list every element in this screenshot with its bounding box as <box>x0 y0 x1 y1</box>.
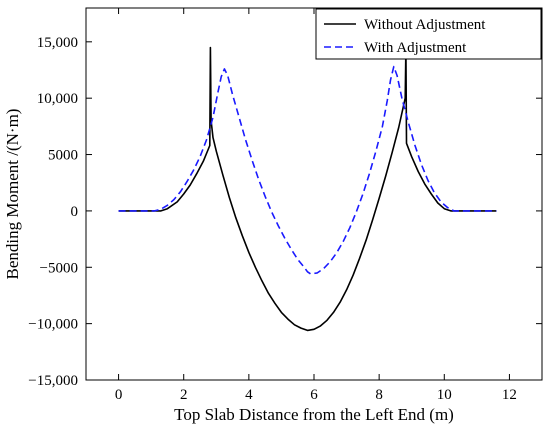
x-tick-label: 10 <box>437 387 452 403</box>
legend-label-without-adjustment: Without Adjustment <box>364 17 486 33</box>
y-tick-label: −5000 <box>40 260 78 276</box>
x-axis-title: Top Slab Distance from the Left End (m) <box>174 405 454 424</box>
y-tick-label: 0 <box>71 204 79 220</box>
y-tick-label: 5000 <box>48 148 78 164</box>
x-tick-label: 6 <box>310 387 318 403</box>
x-tick-label: 4 <box>245 387 253 403</box>
series-line-without-adjustment <box>118 46 497 332</box>
y-axis-ticks: −15,000 −10,000 −5000 0 5000 10,000 15,000 <box>28 35 542 389</box>
y-tick-label: 15,000 <box>37 35 78 51</box>
legend: Without Adjustment With Adjustment <box>315 8 542 60</box>
x-axis-ticks: 0 2 4 6 8 10 12 <box>115 8 517 403</box>
legend-box <box>315 8 542 60</box>
legend-label-with-adjustment: With Adjustment <box>364 40 467 56</box>
plot-frame <box>85 7 543 381</box>
y-tick-label: −10,000 <box>28 317 78 333</box>
series-layer <box>118 46 497 332</box>
x-tick-label: 2 <box>180 387 188 403</box>
series-line-with-adjustment <box>118 65 497 275</box>
x-tick-label: 8 <box>375 387 383 403</box>
y-tick-label: 10,000 <box>37 91 78 107</box>
y-axis-title: Bending Moment /(N·m) <box>3 109 22 280</box>
y-tick-label: −15,000 <box>28 373 78 389</box>
x-tick-label: 12 <box>502 387 517 403</box>
x-tick-label: 0 <box>115 387 123 403</box>
